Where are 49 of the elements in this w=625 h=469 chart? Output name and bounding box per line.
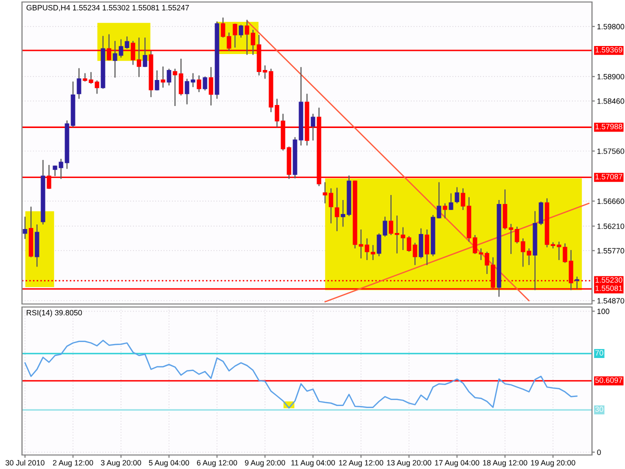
candlestick <box>172 68 178 107</box>
candlestick <box>538 201 544 226</box>
candlestick <box>310 113 316 142</box>
candlestick <box>562 242 568 264</box>
candlestick <box>400 226 406 251</box>
candlestick <box>220 17 226 38</box>
candlestick <box>142 37 148 68</box>
candlestick <box>418 228 424 259</box>
candlestick <box>394 215 400 254</box>
candlestick <box>190 72 196 88</box>
candlestick <box>262 64 268 80</box>
candlestick <box>424 228 430 266</box>
candlestick <box>154 70 160 91</box>
candlestick <box>406 236 412 252</box>
candlestick <box>88 72 94 84</box>
candlestick <box>364 238 370 261</box>
candlestick <box>166 68 172 86</box>
candlestick <box>460 188 466 211</box>
candlestick <box>112 40 118 78</box>
candlestick <box>358 228 364 259</box>
candlestick <box>340 199 346 228</box>
candlestick <box>376 232 382 257</box>
candlestick <box>52 164 58 177</box>
candlestick <box>508 223 514 254</box>
candlestick <box>208 66 214 106</box>
candlestick <box>478 248 484 261</box>
candlestick <box>574 276 580 290</box>
candlestick <box>94 80 100 94</box>
candlestick <box>502 188 508 230</box>
candlestick <box>436 182 442 219</box>
candlestick <box>118 38 124 58</box>
candlestick <box>184 78 190 105</box>
candlestick <box>556 241 562 261</box>
candlestick <box>202 76 208 91</box>
candlestick <box>484 251 490 275</box>
candlestick <box>526 248 532 266</box>
candlestick <box>514 226 520 244</box>
candlestick <box>124 36 130 50</box>
candlestick <box>448 192 454 211</box>
candlestick <box>382 216 388 238</box>
candlestick <box>328 188 334 224</box>
candlestick <box>322 182 328 204</box>
candlestick <box>22 216 28 240</box>
candlestick <box>412 242 418 266</box>
line-series <box>24 340 578 409</box>
candlestick <box>370 244 376 261</box>
candlestick <box>388 194 394 236</box>
candlestick <box>160 66 166 88</box>
candlestick <box>442 202 448 219</box>
